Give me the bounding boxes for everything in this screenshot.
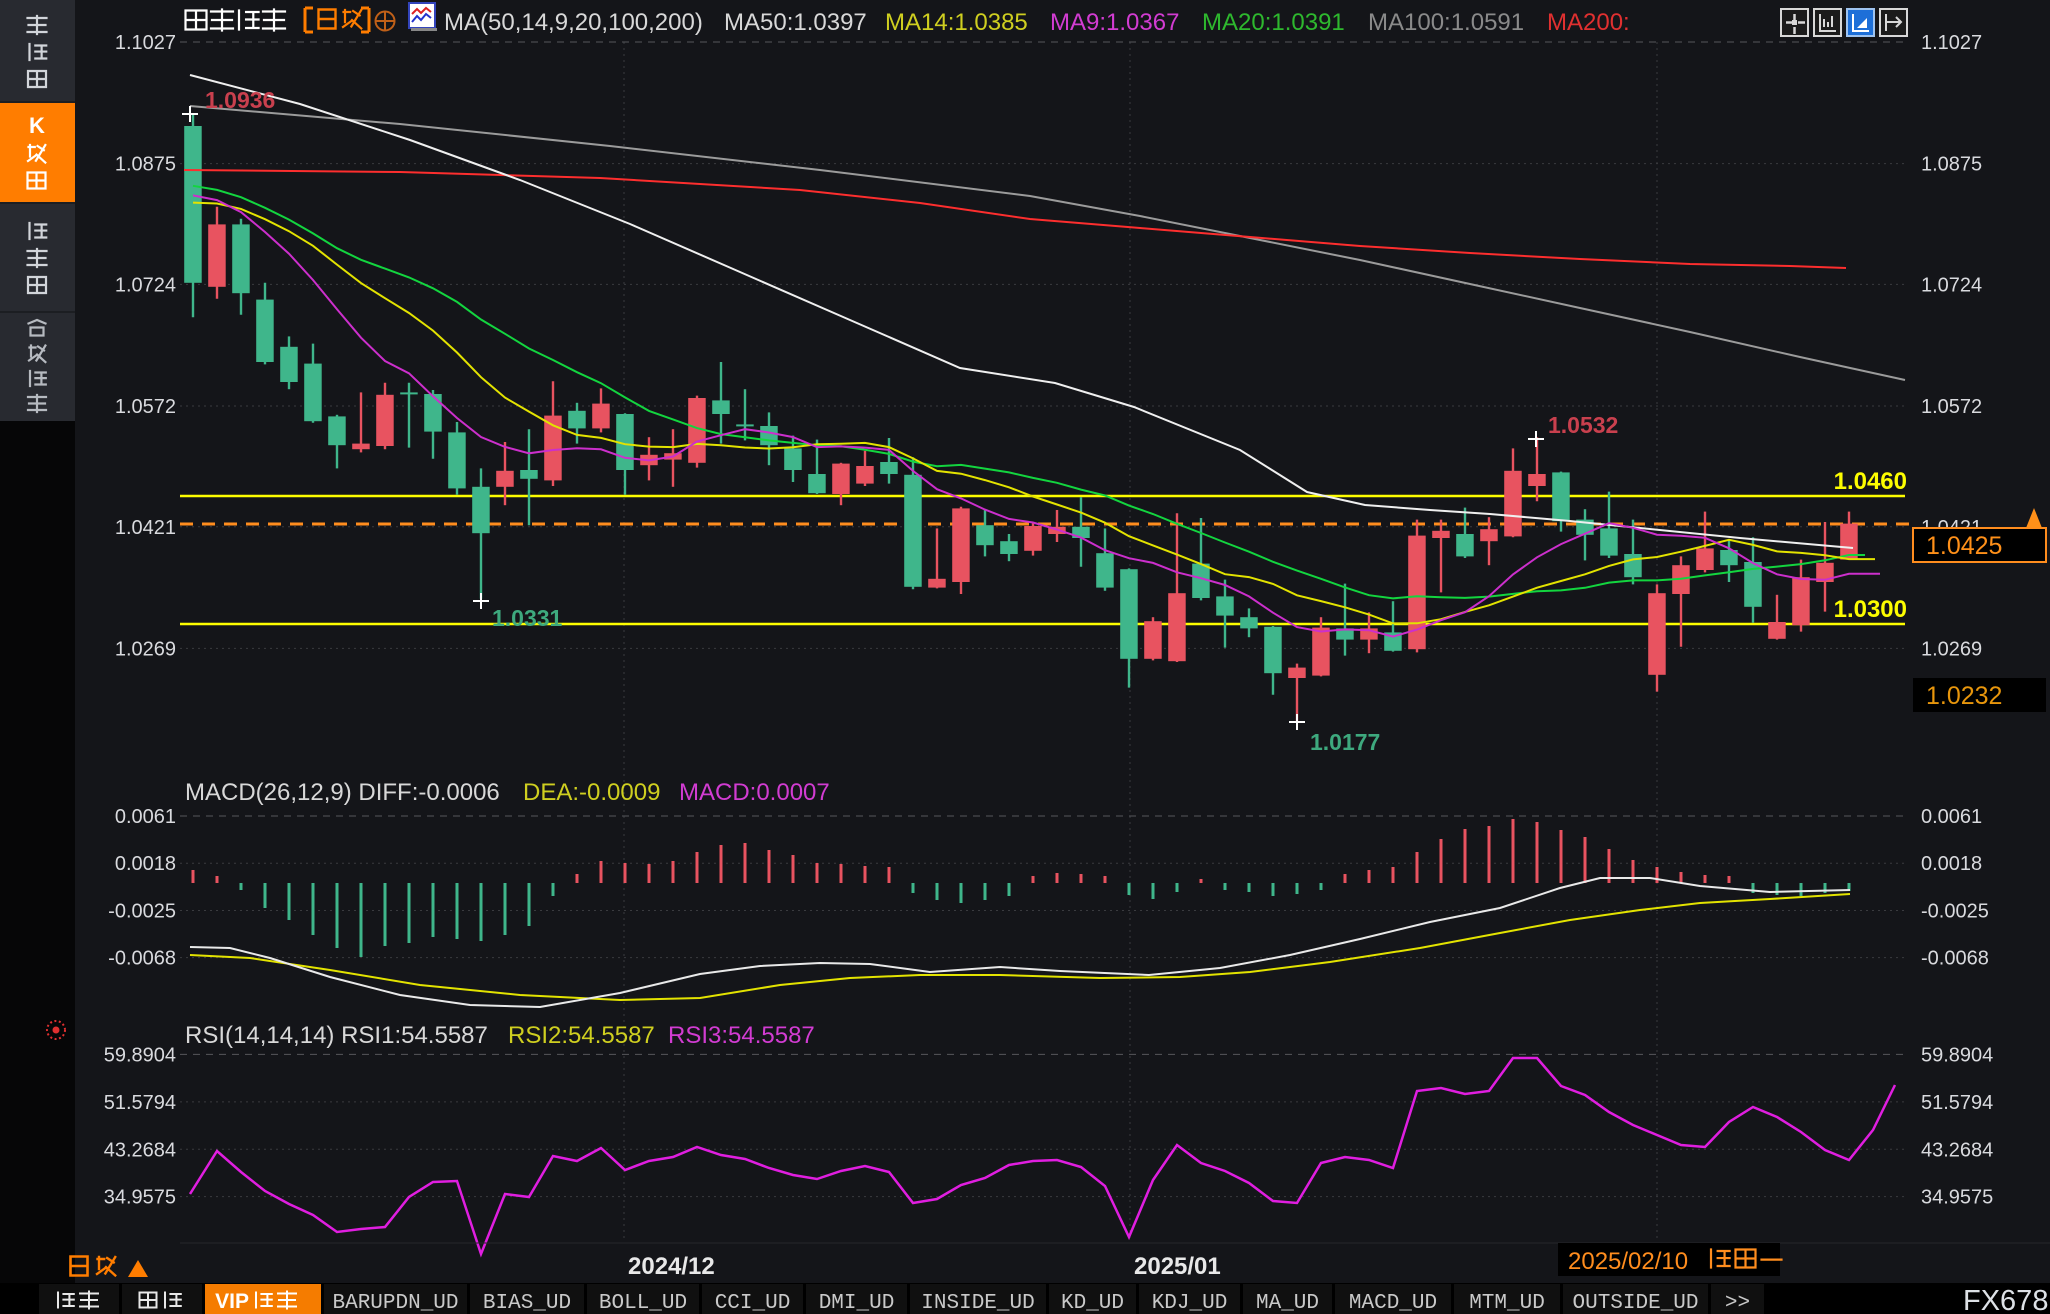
svg-text:MTM_UD: MTM_UD [1469, 1292, 1545, 1314]
svg-text:FX678: FX678 [1963, 1285, 2048, 1314]
svg-text:1.0331: 1.0331 [492, 605, 563, 631]
svg-text:CCI_UD: CCI_UD [715, 1292, 791, 1314]
svg-text:1.0724: 1.0724 [1921, 274, 1982, 296]
svg-text:1.0232: 1.0232 [1926, 682, 2002, 710]
svg-text:0.0018: 0.0018 [115, 853, 176, 875]
svg-text:1.0300: 1.0300 [1834, 596, 1907, 623]
svg-text:1.0875: 1.0875 [115, 154, 176, 176]
svg-text:INSIDE_UD: INSIDE_UD [921, 1292, 1034, 1314]
svg-text:34.9575: 34.9575 [104, 1187, 176, 1209]
svg-text:MA100:1.0591: MA100:1.0591 [1368, 9, 1524, 36]
svg-text:34.9575: 34.9575 [1921, 1187, 1993, 1209]
svg-text:1.0572: 1.0572 [1921, 396, 1982, 418]
svg-text:0.0061: 0.0061 [115, 806, 176, 828]
svg-text:1.0572: 1.0572 [115, 396, 176, 418]
svg-text:MA14:1.0385: MA14:1.0385 [885, 9, 1028, 36]
svg-text:KD_UD: KD_UD [1061, 1292, 1124, 1314]
svg-text:KDJ_UD: KDJ_UD [1152, 1292, 1228, 1314]
svg-text:59.8904: 59.8904 [1921, 1044, 1993, 1066]
svg-text:1.0724: 1.0724 [115, 274, 176, 296]
svg-text:-0.0068: -0.0068 [108, 948, 176, 970]
svg-text:1.0875: 1.0875 [1921, 154, 1982, 176]
svg-text:0.0018: 0.0018 [1921, 853, 1982, 875]
svg-text:1.0460: 1.0460 [1834, 468, 1907, 495]
svg-text:BARUPDN_UD: BARUPDN_UD [332, 1292, 458, 1314]
svg-text:59.8904: 59.8904 [104, 1044, 176, 1066]
svg-text:-0.0025: -0.0025 [108, 900, 176, 922]
svg-text:51.5794: 51.5794 [104, 1092, 176, 1114]
svg-text:MA50:1.0397: MA50:1.0397 [724, 9, 867, 36]
svg-text:1.0425: 1.0425 [1926, 532, 2002, 560]
svg-text:-0.0068: -0.0068 [1921, 948, 1989, 970]
svg-text:K: K [29, 113, 45, 138]
svg-text:MACD(26,12,9) DIFF:-0.0006: MACD(26,12,9) DIFF:-0.0006 [185, 779, 500, 806]
svg-text:MACD:0.0007: MACD:0.0007 [679, 779, 830, 806]
svg-text:MACD_UD: MACD_UD [1349, 1292, 1437, 1314]
svg-text:2024/12: 2024/12 [628, 1253, 715, 1280]
svg-text:1.0421: 1.0421 [115, 517, 176, 539]
svg-text:MA9:1.0367: MA9:1.0367 [1050, 9, 1179, 36]
svg-text:1.0269: 1.0269 [115, 638, 176, 660]
svg-text:51.5794: 51.5794 [1921, 1092, 1993, 1114]
svg-text:2025/02/10: 2025/02/10 [1568, 1248, 1688, 1275]
svg-text:1.0269: 1.0269 [1921, 638, 1982, 660]
svg-text:RSI2:54.5587: RSI2:54.5587 [508, 1022, 655, 1049]
svg-text:MA(50,14,9,20,100,200): MA(50,14,9,20,100,200) [444, 9, 703, 36]
svg-text:1.1027: 1.1027 [115, 32, 176, 54]
svg-text:1.0532: 1.0532 [1548, 412, 1618, 438]
svg-text:>>: >> [1725, 1292, 1750, 1314]
svg-text:1.1027: 1.1027 [1921, 32, 1982, 54]
svg-text:1.0936: 1.0936 [205, 87, 275, 113]
svg-text:1.0177: 1.0177 [1310, 729, 1380, 755]
svg-text:43.2684: 43.2684 [104, 1139, 176, 1161]
svg-text:MA200:: MA200: [1547, 9, 1630, 36]
svg-text:DMI_UD: DMI_UD [819, 1292, 895, 1314]
svg-text:RSI(14,14,14) RSI1:54.5587: RSI(14,14,14) RSI1:54.5587 [185, 1022, 488, 1049]
svg-text:DEA:-0.0009: DEA:-0.0009 [523, 779, 660, 806]
svg-text:0.0061: 0.0061 [1921, 806, 1982, 828]
svg-text:2025/01: 2025/01 [1134, 1253, 1221, 1280]
svg-text:BIAS_UD: BIAS_UD [483, 1292, 571, 1314]
svg-text:OUTSIDE_UD: OUTSIDE_UD [1572, 1292, 1698, 1314]
svg-text:-0.0025: -0.0025 [1921, 900, 1989, 922]
svg-text:VIP: VIP [215, 1290, 249, 1313]
svg-text:RSI3:54.5587: RSI3:54.5587 [668, 1022, 815, 1049]
svg-text:43.2684: 43.2684 [1921, 1139, 1993, 1161]
svg-text:MA20:1.0391: MA20:1.0391 [1202, 9, 1345, 36]
svg-text:BOLL_UD: BOLL_UD [599, 1292, 687, 1314]
svg-text:MA_UD: MA_UD [1256, 1292, 1319, 1314]
